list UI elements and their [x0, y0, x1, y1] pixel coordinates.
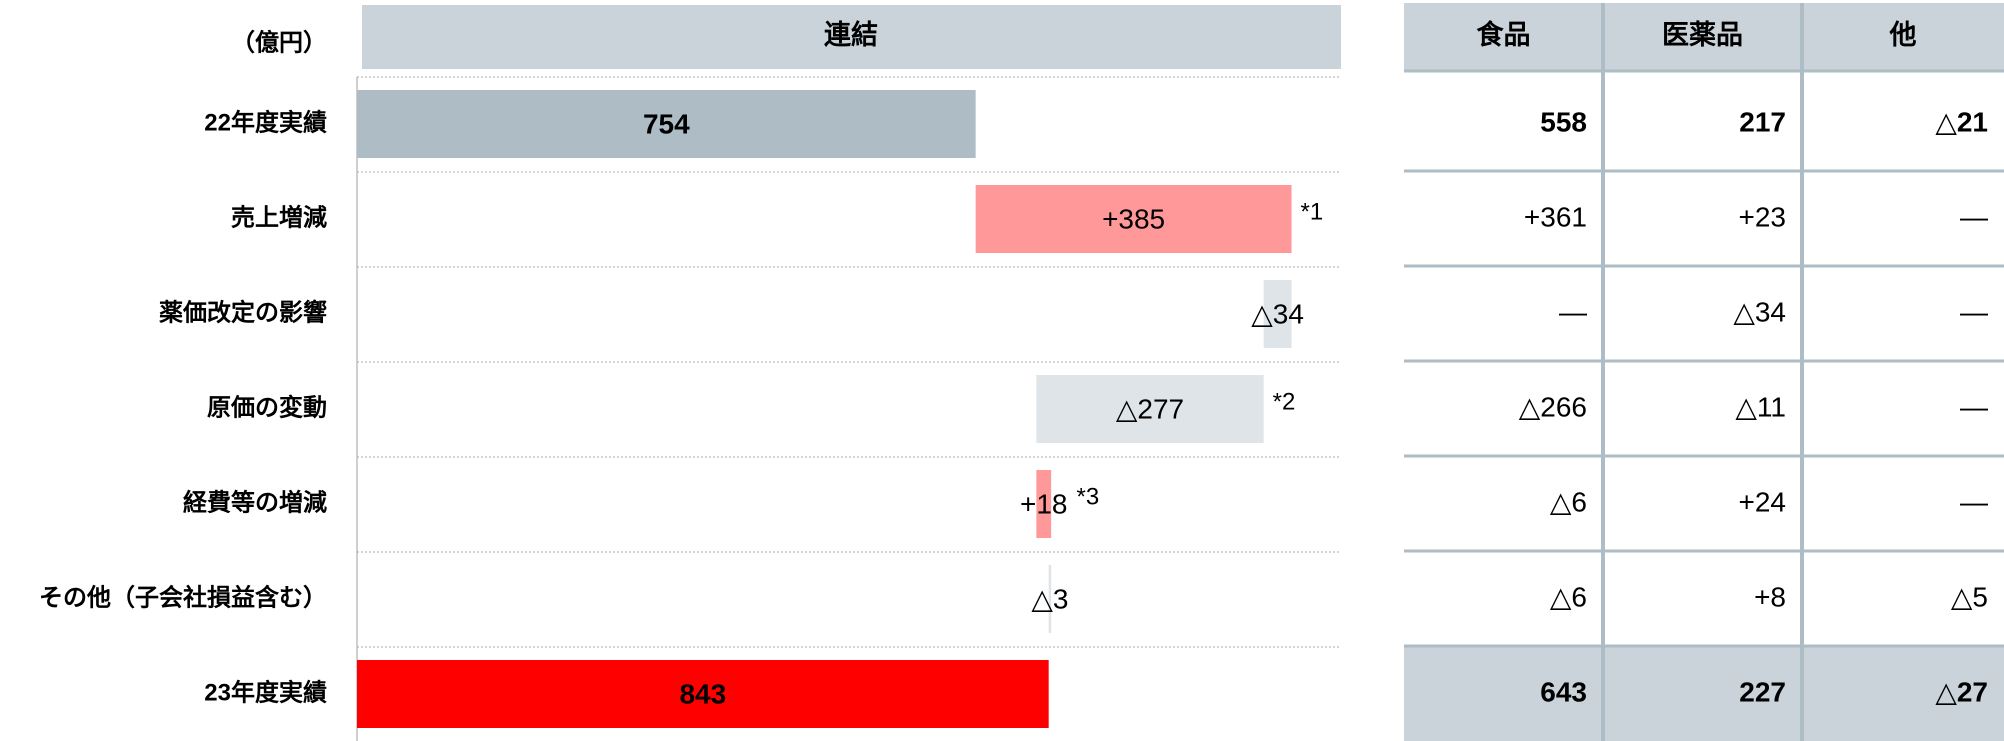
table-cell: 217: [1739, 106, 1786, 137]
value-label: △34: [1251, 298, 1304, 329]
chart-header-bg: [362, 5, 1341, 69]
annotation: *3: [1077, 483, 1100, 510]
category-label: 23年度実績: [204, 678, 327, 706]
unit-label: （億円）: [231, 28, 327, 56]
table-cell: 558: [1540, 106, 1587, 137]
table-cell: 227: [1739, 676, 1786, 707]
table-cell: —: [1960, 391, 1988, 422]
annotation: *2: [1273, 388, 1296, 415]
table-cell: △34: [1733, 296, 1786, 327]
annotation: *1: [1301, 198, 1324, 225]
value-label: △3: [1031, 583, 1068, 614]
table-cell: +8: [1754, 581, 1786, 612]
value-label: +18: [1020, 488, 1068, 519]
table-cell: △5: [1951, 581, 1988, 612]
category-label: 売上増減: [231, 203, 327, 231]
table-total-bg: [1404, 646, 2004, 741]
table-cell: △266: [1519, 391, 1587, 422]
table-header: 医薬品: [1662, 20, 1743, 50]
table-cell: +24: [1739, 486, 1787, 517]
table-cell: △11: [1735, 391, 1786, 422]
category-label: その他（子会社損益含む）: [39, 583, 327, 611]
category-label: 22年度実績: [204, 108, 327, 136]
table-cell: —: [1559, 296, 1587, 327]
table-cell: 643: [1540, 676, 1587, 707]
category-label: 薬価改定の影響: [159, 298, 327, 326]
table-cell: △27: [1935, 676, 1988, 707]
table-cell: +361: [1524, 201, 1587, 232]
bar: [1036, 375, 1264, 443]
category-label: 原価の変動: [207, 393, 327, 421]
bar: [1263, 280, 1292, 348]
value-label: +385: [1102, 203, 1165, 234]
table-header: 他: [1889, 20, 1917, 50]
value-label: △277: [1116, 393, 1184, 424]
bar: [1036, 470, 1052, 538]
table-cell: —: [1960, 201, 1988, 232]
bar: [357, 660, 1049, 728]
chart-title: 連結: [824, 19, 878, 50]
table-cell: —: [1960, 296, 1988, 327]
table-cell: +23: [1739, 201, 1787, 232]
table-cell: △6: [1550, 486, 1587, 517]
value-label: 754: [643, 108, 690, 139]
table-header-bg: [1404, 3, 2004, 71]
table-cell: —: [1960, 486, 1988, 517]
table-cell: △6: [1550, 581, 1587, 612]
value-label: 843: [679, 678, 726, 709]
category-label: 経費等の増減: [183, 488, 327, 516]
table-header: 食品: [1477, 19, 1531, 50]
table-cell: △21: [1935, 106, 1988, 137]
bar: [975, 185, 1292, 253]
bar: [1048, 565, 1052, 633]
bar: [357, 90, 976, 158]
